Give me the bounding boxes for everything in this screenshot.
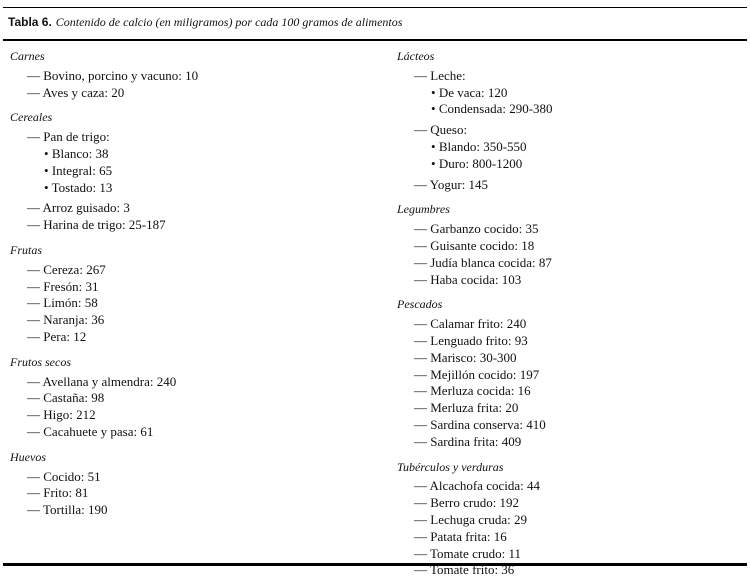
- list-item: Calamar frito: 240: [397, 316, 737, 333]
- list-item: Berro crudo: 192: [397, 495, 737, 512]
- column: Lácteos Leche:De vaca: 120Condensada: 290…: [397, 48, 737, 579]
- sub-item: Blanco: 38: [10, 146, 380, 163]
- list-item: Garbanzo cocido: 35: [397, 221, 737, 238]
- list-item: Pan de trigo:: [10, 129, 380, 146]
- list-item: Cereza: 267: [10, 262, 380, 279]
- table-caption: Tabla 6. Contenido de calcio (en miligram…: [8, 15, 402, 30]
- list-item: Pera: 12: [10, 329, 380, 346]
- list-item: Frito: 81: [10, 485, 380, 502]
- list-item: Sardina frita: 409: [397, 434, 737, 451]
- caption-text: Contenido de calcio (en miligramos) por …: [55, 15, 403, 29]
- section-title: Frutos secos: [10, 354, 71, 369]
- list-item: Lenguado frito: 93: [397, 333, 737, 350]
- list-item: Tortilla: 190: [10, 502, 380, 519]
- section-title: Cereales: [10, 110, 53, 125]
- section-title: Tubérculos y verduras: [397, 459, 504, 474]
- bottom-rule: [3, 563, 747, 566]
- list-item: Avellana y almendra: 240: [10, 374, 380, 391]
- list-item: Cacahuete y pasa: 61: [10, 424, 380, 441]
- item-group: Leche:De vaca: 120Condensada: 290-380: [397, 68, 737, 118]
- sub-item: De vaca: 120: [397, 85, 737, 102]
- section-title: Huevos: [10, 449, 46, 464]
- sub-item: Blando: 350-550: [397, 139, 737, 156]
- list-item: Yogur: 145: [397, 177, 737, 194]
- list-item: Merluza frita: 20: [397, 400, 737, 417]
- list-item: Marisco: 30-300: [397, 350, 737, 367]
- section-title: Carnes: [10, 49, 45, 63]
- list-item: Judía blanca cocida: 87: [397, 255, 737, 272]
- list-item: Sardina conserva: 410: [397, 417, 737, 434]
- list-item: Arroz guisado: 3: [10, 200, 380, 217]
- list-item: Patata frita: 16: [397, 529, 737, 546]
- list-item: Harina de trigo: 25-187: [10, 217, 380, 234]
- list-item: Tomate crudo: 11: [397, 546, 737, 563]
- list-item: Queso:: [397, 122, 737, 139]
- list-item: Alcachofa cocida: 44: [397, 478, 737, 495]
- list-item: Cocido: 51: [10, 469, 380, 486]
- list-item: Castaña: 98: [10, 390, 380, 407]
- column: Carnes Bovino, porcino y vacuno: 10Aves y…: [10, 48, 380, 519]
- item-group: Queso:Blando: 350-550Duro: 800-1200: [397, 122, 737, 172]
- item-group: Pan de trigo:Blanco: 38Integral: 65Tosta…: [10, 129, 380, 196]
- list-item: Naranja: 36: [10, 312, 380, 329]
- header-rule: [3, 39, 747, 41]
- section-title: Legumbres: [397, 202, 450, 217]
- caption-label: Tabla 6.: [8, 15, 52, 29]
- list-item: Haba cocida: 103: [397, 272, 737, 289]
- sub-item: Condensada: 290-380: [397, 101, 737, 118]
- section-title: Pescados: [397, 297, 443, 312]
- section-title: Frutas: [10, 242, 43, 257]
- section-title: Lácteos: [397, 49, 435, 63]
- list-item: Bovino, porcino y vacuno: 10: [10, 68, 380, 85]
- list-item: Aves y caza: 20: [10, 85, 380, 102]
- sub-item: Tostado: 13: [10, 180, 380, 197]
- list-item: Mejillón cocido: 197: [397, 367, 737, 384]
- top-rule: [3, 7, 747, 8]
- list-item: Lechuga cruda: 29: [397, 512, 737, 529]
- list-item: Guisante cocido: 18: [397, 238, 737, 255]
- sub-item: Duro: 800-1200: [397, 156, 737, 173]
- list-item: Limón: 58: [10, 295, 380, 312]
- list-item: Merluza cocida: 16: [397, 383, 737, 400]
- sub-item: Integral: 65: [10, 163, 380, 180]
- list-item: Leche:: [397, 68, 737, 85]
- list-item: Higo: 212: [10, 407, 380, 424]
- list-item: Fresón: 31: [10, 279, 380, 296]
